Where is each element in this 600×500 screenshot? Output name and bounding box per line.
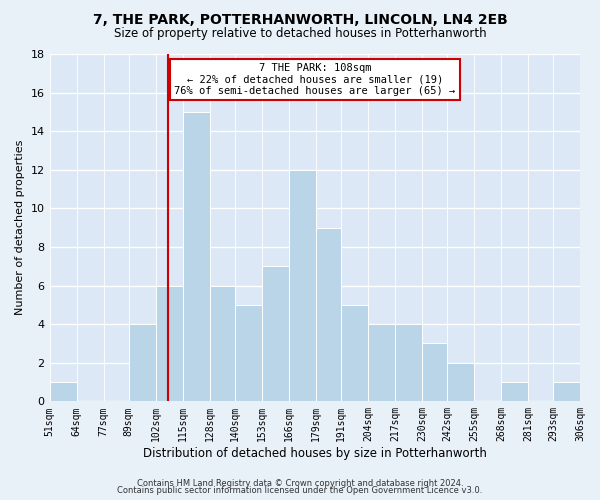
Text: Size of property relative to detached houses in Potterhanworth: Size of property relative to detached ho… <box>113 28 487 40</box>
Text: Contains HM Land Registry data © Crown copyright and database right 2024.: Contains HM Land Registry data © Crown c… <box>137 478 463 488</box>
Bar <box>447 362 474 402</box>
Bar <box>316 228 341 402</box>
Text: Contains public sector information licensed under the Open Government Licence v3: Contains public sector information licen… <box>118 486 482 495</box>
Bar <box>553 382 580 402</box>
Bar <box>128 324 155 402</box>
Bar <box>182 112 210 402</box>
Bar <box>210 286 235 402</box>
Bar <box>235 305 262 402</box>
Bar <box>289 170 316 402</box>
X-axis label: Distribution of detached houses by size in Potterhanworth: Distribution of detached houses by size … <box>143 447 487 460</box>
Bar <box>155 286 182 402</box>
Bar <box>262 266 289 402</box>
Bar <box>501 382 528 402</box>
Y-axis label: Number of detached properties: Number of detached properties <box>15 140 25 316</box>
Bar <box>422 344 447 402</box>
Text: 7 THE PARK: 108sqm
← 22% of detached houses are smaller (19)
76% of semi-detache: 7 THE PARK: 108sqm ← 22% of detached hou… <box>174 62 455 96</box>
Bar <box>395 324 422 402</box>
Bar <box>50 382 77 402</box>
Bar <box>553 382 580 402</box>
Bar <box>368 324 395 402</box>
Text: 7, THE PARK, POTTERHANWORTH, LINCOLN, LN4 2EB: 7, THE PARK, POTTERHANWORTH, LINCOLN, LN… <box>92 12 508 26</box>
Bar <box>341 305 368 402</box>
